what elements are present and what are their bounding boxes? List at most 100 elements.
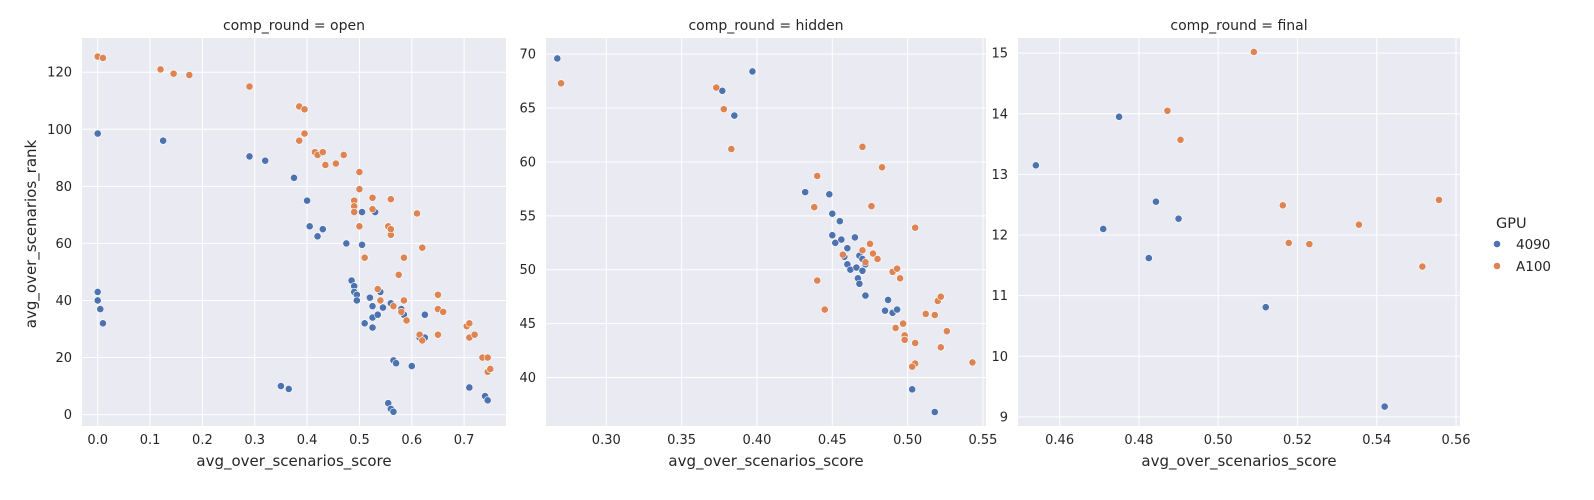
- data-point-A100: [873, 255, 882, 263]
- data-point-A100: [321, 161, 330, 169]
- data-point-4090: [1152, 197, 1160, 206]
- data-point-4090: [825, 190, 834, 199]
- y-tick-label: 100: [47, 123, 72, 138]
- data-point-4090: [366, 293, 374, 302]
- series-4090: [1031, 112, 1389, 411]
- data-point-4090: [358, 208, 366, 216]
- data-point-4090: [1115, 112, 1123, 121]
- data-point-A100: [1163, 106, 1172, 115]
- data-point-4090: [290, 173, 298, 182]
- facets-layer: 0.0 0.1 0.2 0.3 0.4 0.5 0.6 0.7 0 20 40 60 80 100 120 c…: [47, 18, 1470, 471]
- data-point-A100: [295, 136, 304, 145]
- data-point-4090: [99, 319, 107, 328]
- data-point-4090: [392, 359, 400, 368]
- y-tick-label: 45: [519, 317, 536, 332]
- data-point-A100: [810, 203, 819, 212]
- data-point-A100: [1284, 239, 1293, 247]
- legend-marker-A100: [1493, 262, 1501, 270]
- data-point-A100: [908, 362, 917, 371]
- legend-entry-A100: A100: [1493, 259, 1551, 275]
- data-point-4090: [465, 383, 474, 392]
- x-tick-label: 0.30: [592, 433, 621, 448]
- x-tick-label: 0.6: [401, 433, 422, 448]
- data-point-A100: [331, 159, 340, 168]
- data-point-A100: [156, 65, 165, 74]
- x-tick-label: 0.54: [1362, 433, 1391, 448]
- data-point-A100: [355, 185, 364, 194]
- data-point-A100: [1249, 48, 1258, 56]
- legend-marker-4090: [1493, 240, 1501, 248]
- x-axis-label: avg_over_scenarios_score: [668, 452, 863, 471]
- x-tick-label: 0.7: [454, 433, 475, 448]
- facet-title: comp_round = final: [1170, 18, 1307, 34]
- data-point-A100: [386, 195, 395, 204]
- legend: GPU 4090 A100: [1493, 216, 1551, 275]
- y-tick-label: 60: [55, 237, 72, 252]
- x-tick-label: 0.40: [742, 433, 771, 448]
- data-point-4090: [843, 244, 852, 253]
- data-point-A100: [245, 82, 254, 91]
- data-point-4090: [1144, 254, 1153, 262]
- data-point-4090: [96, 305, 105, 313]
- data-point-4090: [93, 296, 102, 305]
- y-tick-label: 9: [1000, 410, 1008, 425]
- data-point-4090: [553, 54, 562, 63]
- x-tick-label: 0.50: [893, 433, 922, 448]
- data-point-A100: [360, 253, 369, 262]
- data-point-4090: [828, 231, 837, 240]
- data-point-4090: [858, 266, 867, 275]
- data-point-A100: [968, 358, 977, 367]
- data-point-A100: [300, 105, 309, 114]
- data-point-A100: [1435, 195, 1443, 204]
- y-tick-label: 20: [55, 351, 72, 366]
- data-point-4090: [277, 382, 285, 390]
- x-tick-label: 0.52: [1283, 433, 1312, 448]
- data-point-A100: [355, 168, 364, 176]
- data-point-A100: [389, 302, 398, 311]
- data-point-4090: [368, 323, 377, 332]
- y-tick-label: 55: [519, 209, 536, 224]
- data-point-4090: [831, 238, 840, 247]
- data-point-A100: [900, 335, 909, 344]
- data-point-A100: [402, 316, 411, 325]
- data-point-A100: [350, 208, 359, 216]
- data-point-A100: [339, 151, 348, 159]
- y-tick-label: 10: [991, 350, 1008, 365]
- facet-plot-area: [1018, 38, 1460, 426]
- data-point-A100: [386, 225, 395, 234]
- data-point-4090: [245, 152, 254, 161]
- x-axis-label: avg_over_scenarios_score: [1141, 452, 1336, 471]
- data-point-A100: [413, 209, 421, 218]
- data-point-A100: [373, 285, 382, 293]
- legend-title: GPU: [1496, 216, 1527, 232]
- legend-entry-4090: 4090: [1493, 237, 1550, 253]
- data-point-A100: [1176, 135, 1185, 144]
- data-point-4090: [159, 136, 168, 145]
- data-point-4090: [483, 396, 492, 405]
- data-point-A100: [911, 223, 920, 232]
- data-point-A100: [439, 307, 448, 316]
- data-point-4090: [1031, 161, 1040, 170]
- facet-plot-area: [546, 38, 986, 426]
- x-tick-label: 0.45: [818, 433, 847, 448]
- data-point-A100: [942, 327, 951, 336]
- data-point-A100: [169, 69, 178, 78]
- facet-title: comp_round = open: [223, 18, 365, 34]
- data-point-A100: [727, 145, 736, 153]
- data-point-A100: [813, 276, 822, 285]
- data-point-A100: [465, 319, 474, 328]
- data-point-4090: [1099, 225, 1108, 233]
- data-point-4090: [1261, 303, 1270, 312]
- data-point-A100: [878, 163, 886, 172]
- data-point-A100: [355, 222, 364, 231]
- legend-label-A100: A100: [1516, 259, 1551, 275]
- data-point-4090: [837, 235, 846, 244]
- y-tick-label: 11: [991, 289, 1008, 304]
- data-point-4090: [420, 310, 429, 319]
- x-tick-label: 0.48: [1124, 433, 1153, 448]
- data-point-A100: [185, 71, 194, 79]
- y-tick-label: 50: [519, 263, 536, 278]
- data-point-A100: [820, 305, 829, 314]
- x-tick-label: 0.2: [192, 433, 213, 448]
- y-tick-label: 60: [519, 155, 536, 170]
